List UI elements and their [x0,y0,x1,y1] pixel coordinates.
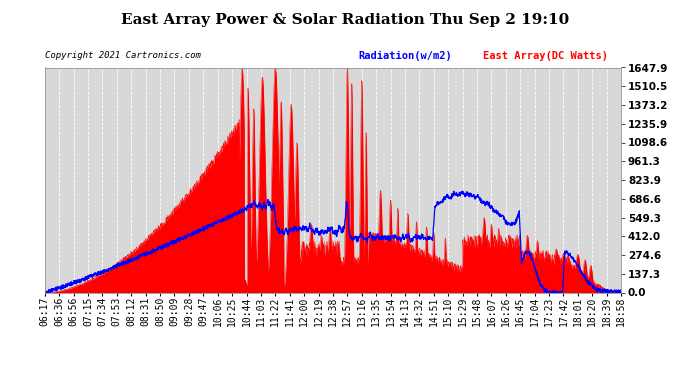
Text: Copyright 2021 Cartronics.com: Copyright 2021 Cartronics.com [45,51,201,60]
Text: East Array Power & Solar Radiation Thu Sep 2 19:10: East Array Power & Solar Radiation Thu S… [121,13,569,27]
Text: East Array(DC Watts): East Array(DC Watts) [483,51,608,61]
Text: Radiation(w/m2): Radiation(w/m2) [359,51,453,61]
